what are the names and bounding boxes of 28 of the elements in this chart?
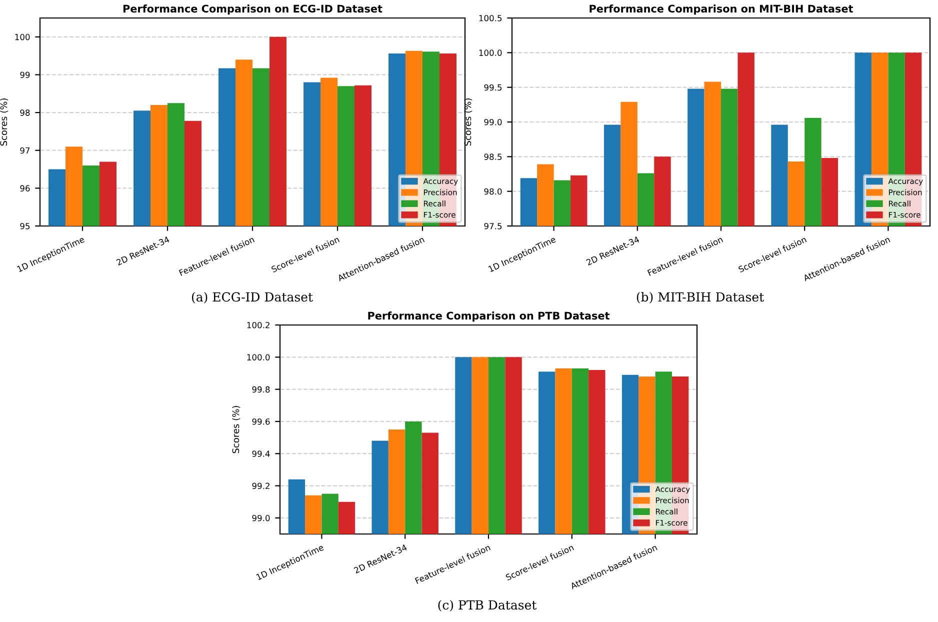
- y-tick-label: 98.5: [484, 154, 502, 160]
- y-axis-title: Scores (%): [0, 98, 8, 146]
- y-tick-label: 99.6: [252, 418, 270, 425]
- text: (c) PTB Dataset: [438, 600, 537, 612]
- y-tick-label: 98: [20, 110, 30, 116]
- y-tick-label: 100.0: [479, 50, 502, 56]
- chart-title: Performance Comparison on MIT-BIH Dataset: [590, 4, 854, 15]
- y-tick-label: 99.0: [252, 514, 270, 522]
- y-tick-label: 100.5: [479, 14, 502, 22]
- y-tick-label: 97: [20, 147, 30, 154]
- y-tick-label: 99.2: [252, 482, 270, 490]
- y-tick-label: 98.0: [484, 188, 502, 195]
- y-tick-label: 100.2: [247, 322, 270, 328]
- y-tick-label: 100: [15, 34, 30, 40]
- y-tick-label: 99.8: [252, 386, 270, 393]
- y-tick-label: 95: [20, 222, 30, 230]
- y-tick-label: 96: [20, 185, 30, 192]
- y-tick-label: 99: [20, 72, 30, 78]
- y-tick-label: 99.0: [484, 118, 502, 126]
- y-tick-label: 99.5: [484, 84, 502, 91]
- y-tick-label: 100.0: [247, 354, 270, 360]
- y-tick-label: 99.4: [252, 450, 270, 457]
- chart-title: Performance Comparison on PTB Dataset: [368, 312, 610, 322]
- y-tick-label: 97.5: [484, 222, 502, 230]
- text: (a) ECG-ID Dataset: [192, 292, 313, 304]
- y-axis-title: Scores (%): [232, 406, 240, 454]
- text: (b) MIT-BIH Dataset: [636, 292, 764, 304]
- chart-title: Performance Comparison on ECG-ID Dataset: [123, 4, 382, 15]
